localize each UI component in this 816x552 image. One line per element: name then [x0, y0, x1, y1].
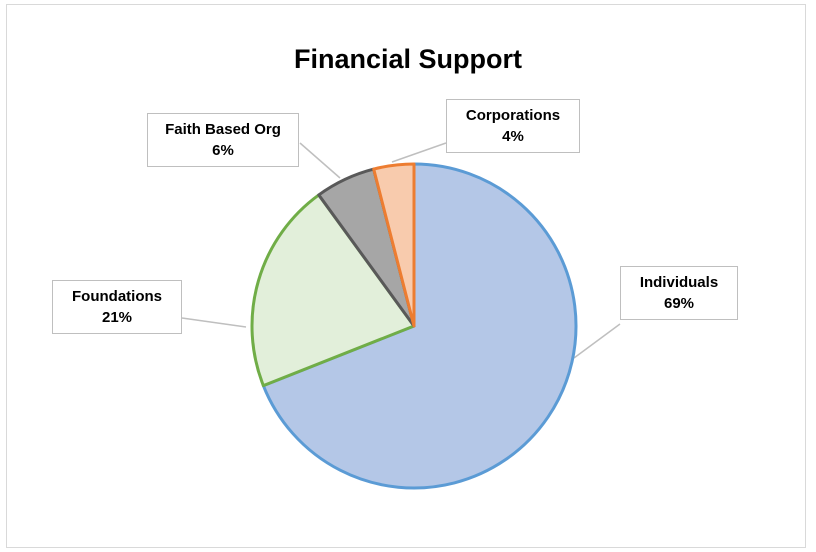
pie-slice-corporations [372, 162, 416, 328]
leader-line-individuals [573, 323, 621, 359]
leader-line-faith-based-org [299, 142, 341, 179]
leader-line-foundations [181, 317, 247, 328]
data-label-name: Corporations [465, 107, 561, 124]
data-label-name: Individuals [639, 274, 719, 291]
chart-title: Financial Support [293, 44, 522, 74]
data-label-foundations: Foundations 21% [52, 280, 182, 334]
data-label-value: 21% [101, 309, 133, 326]
data-label-name: Foundations [72, 288, 162, 305]
data-label-name: Faith Based Org [165, 121, 281, 138]
pie-slice-foundations [250, 193, 416, 388]
data-label-value: 4% [502, 128, 524, 145]
pie-slice-individuals [261, 162, 578, 490]
data-label-individuals: Individuals 69% [620, 266, 738, 320]
data-label-value: 6% [212, 142, 234, 159]
pie-slices [250, 162, 578, 490]
data-label-value: 69% [663, 295, 695, 312]
data-label-faith-based-org: Faith Based Org 6% [147, 113, 299, 167]
data-label-corporations: Corporations 4% [446, 99, 580, 153]
leader-line-corporations [391, 142, 447, 163]
leader-lines [181, 142, 621, 359]
